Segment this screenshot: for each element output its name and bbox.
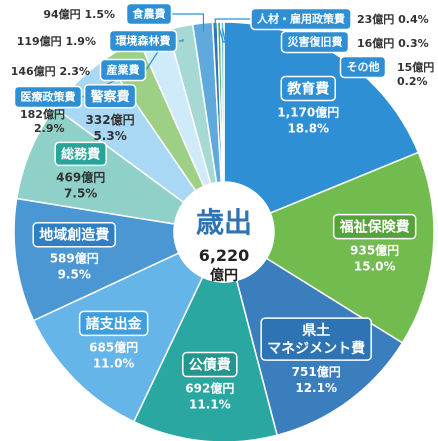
slice-value-10: 119億円 1.9%: [17, 34, 96, 48]
slice-value-12: 23億円 0.4%: [357, 12, 429, 26]
center-total-unit: 億円: [210, 267, 238, 284]
slice-label-tag-9: 産業費: [99, 58, 147, 82]
slice-label-box-1: [332, 213, 417, 240]
slice-label-tag-13: 災害復旧費: [280, 30, 350, 54]
slice-name-11: 食農費: [133, 7, 166, 21]
slice-percent-4: 11.0%: [93, 356, 135, 370]
slice-name-1: 福祉保険費: [339, 219, 410, 236]
slice-value-14: 15億円: [397, 60, 434, 74]
slice-value-9: 146億円 2.3%: [11, 64, 90, 78]
leader-line-10: [179, 38, 184, 42]
slice-label-box-5: [32, 221, 116, 248]
slice-label-box-0: [280, 75, 337, 102]
slice-percent-1: 15.0%: [354, 260, 396, 274]
slice-value-8: 182億円: [20, 107, 65, 121]
slice-label-box-6: [54, 141, 107, 167]
slice-label-tag-11: 食農費: [125, 2, 173, 26]
leader-line-9: [145, 49, 160, 71]
slice-value-13: 16億円 0.3%: [357, 36, 429, 50]
slice-percent-5: 9.5%: [58, 268, 91, 282]
slice-label-box-12: [250, 7, 352, 31]
leader-line-12: [214, 18, 252, 29]
slice-name-2: 県土: [302, 322, 330, 339]
slice-label-tag-4: 諸支出金: [78, 310, 149, 337]
slice-value-7: 332億円: [86, 112, 135, 127]
slice-label-tag-1: 福祉保険費: [332, 213, 417, 240]
slice-name-6: 総務費: [61, 146, 100, 162]
slice-label-box-11: [125, 2, 173, 26]
slice-label-box-13: [280, 30, 350, 54]
slice-label-box-8: [13, 85, 83, 109]
slice-label-box-3: [182, 351, 238, 378]
slice-label-box-4: [78, 310, 149, 337]
slice-value-1: 935億円: [350, 243, 399, 258]
donut-hole: [174, 182, 274, 282]
slice-value-5: 589億円: [50, 251, 99, 266]
leader-line-11: [172, 13, 205, 32]
slice-label-box-7: [83, 84, 137, 109]
slice-value-11: 94億円 1.5%: [43, 7, 115, 21]
slice-name-4: 諸支出金: [86, 315, 143, 332]
slice-name-3: 公債費: [189, 357, 231, 374]
slice-name-12: 人材・雇用政策費: [257, 12, 345, 26]
slice-value-2: 751億円: [292, 364, 341, 379]
slice-percent-14: 0.2%: [397, 75, 428, 88]
center-total-value: 6,220: [199, 246, 250, 265]
slice-label-box-10: [108, 29, 178, 53]
center-total: 歳出 6,220 億円: [174, 182, 274, 284]
slice-value-6: 469億円: [56, 169, 105, 184]
slice-name-14: その他: [347, 60, 380, 74]
slice-percent-6: 7.5%: [64, 186, 97, 200]
slice-label-tag-7: 警察費: [83, 84, 137, 109]
slice-name-10: 環境森林費: [116, 34, 171, 48]
slice-name-2: マネジメント費: [267, 340, 365, 357]
slice-percent-3: 11.1%: [189, 398, 231, 412]
slice-label-box-9: [99, 58, 147, 82]
slice-label-box-14: [339, 55, 387, 79]
slice-label-tag-14: その他: [339, 55, 387, 79]
slice-name-7: 警察費: [91, 89, 130, 105]
slice-label-tag-3: 公債費: [182, 351, 238, 378]
leader-line-13: [218, 28, 280, 43]
slice-label-tag-10: 環境森林費: [108, 29, 178, 53]
slice-label-tag-12: 人材・雇用政策費: [250, 7, 352, 31]
leader-line-14: [221, 28, 346, 68]
slice-name-0: 教育費: [287, 80, 329, 97]
slice-name-8: 医療政策費: [21, 90, 76, 104]
slice-label-tag-8: 医療政策費: [13, 85, 83, 109]
slice-value-3: 692億円: [185, 381, 234, 396]
slice-value-4: 685億円: [89, 339, 138, 354]
slice-percent-8: 2.9%: [34, 122, 65, 135]
slice-percent-7: 5.3%: [93, 129, 126, 143]
slice-name-5: 地域創造費: [39, 227, 109, 244]
slice-name-13: 災害復旧費: [287, 35, 343, 49]
slice-label-tag-0: 教育費: [280, 75, 337, 102]
slice-label-box-2: [260, 317, 372, 361]
slice-percent-2: 12.1%: [295, 381, 337, 395]
center-title: 歳出: [196, 206, 252, 239]
slice-percent-0: 18.8%: [287, 121, 329, 135]
slice-name-9: 産業費: [107, 63, 140, 77]
slice-label-tag-5: 地域創造費: [32, 221, 116, 248]
slice-value-0: 1,170億円: [277, 104, 339, 119]
slice-label-tag-6: 総務費: [54, 141, 107, 167]
